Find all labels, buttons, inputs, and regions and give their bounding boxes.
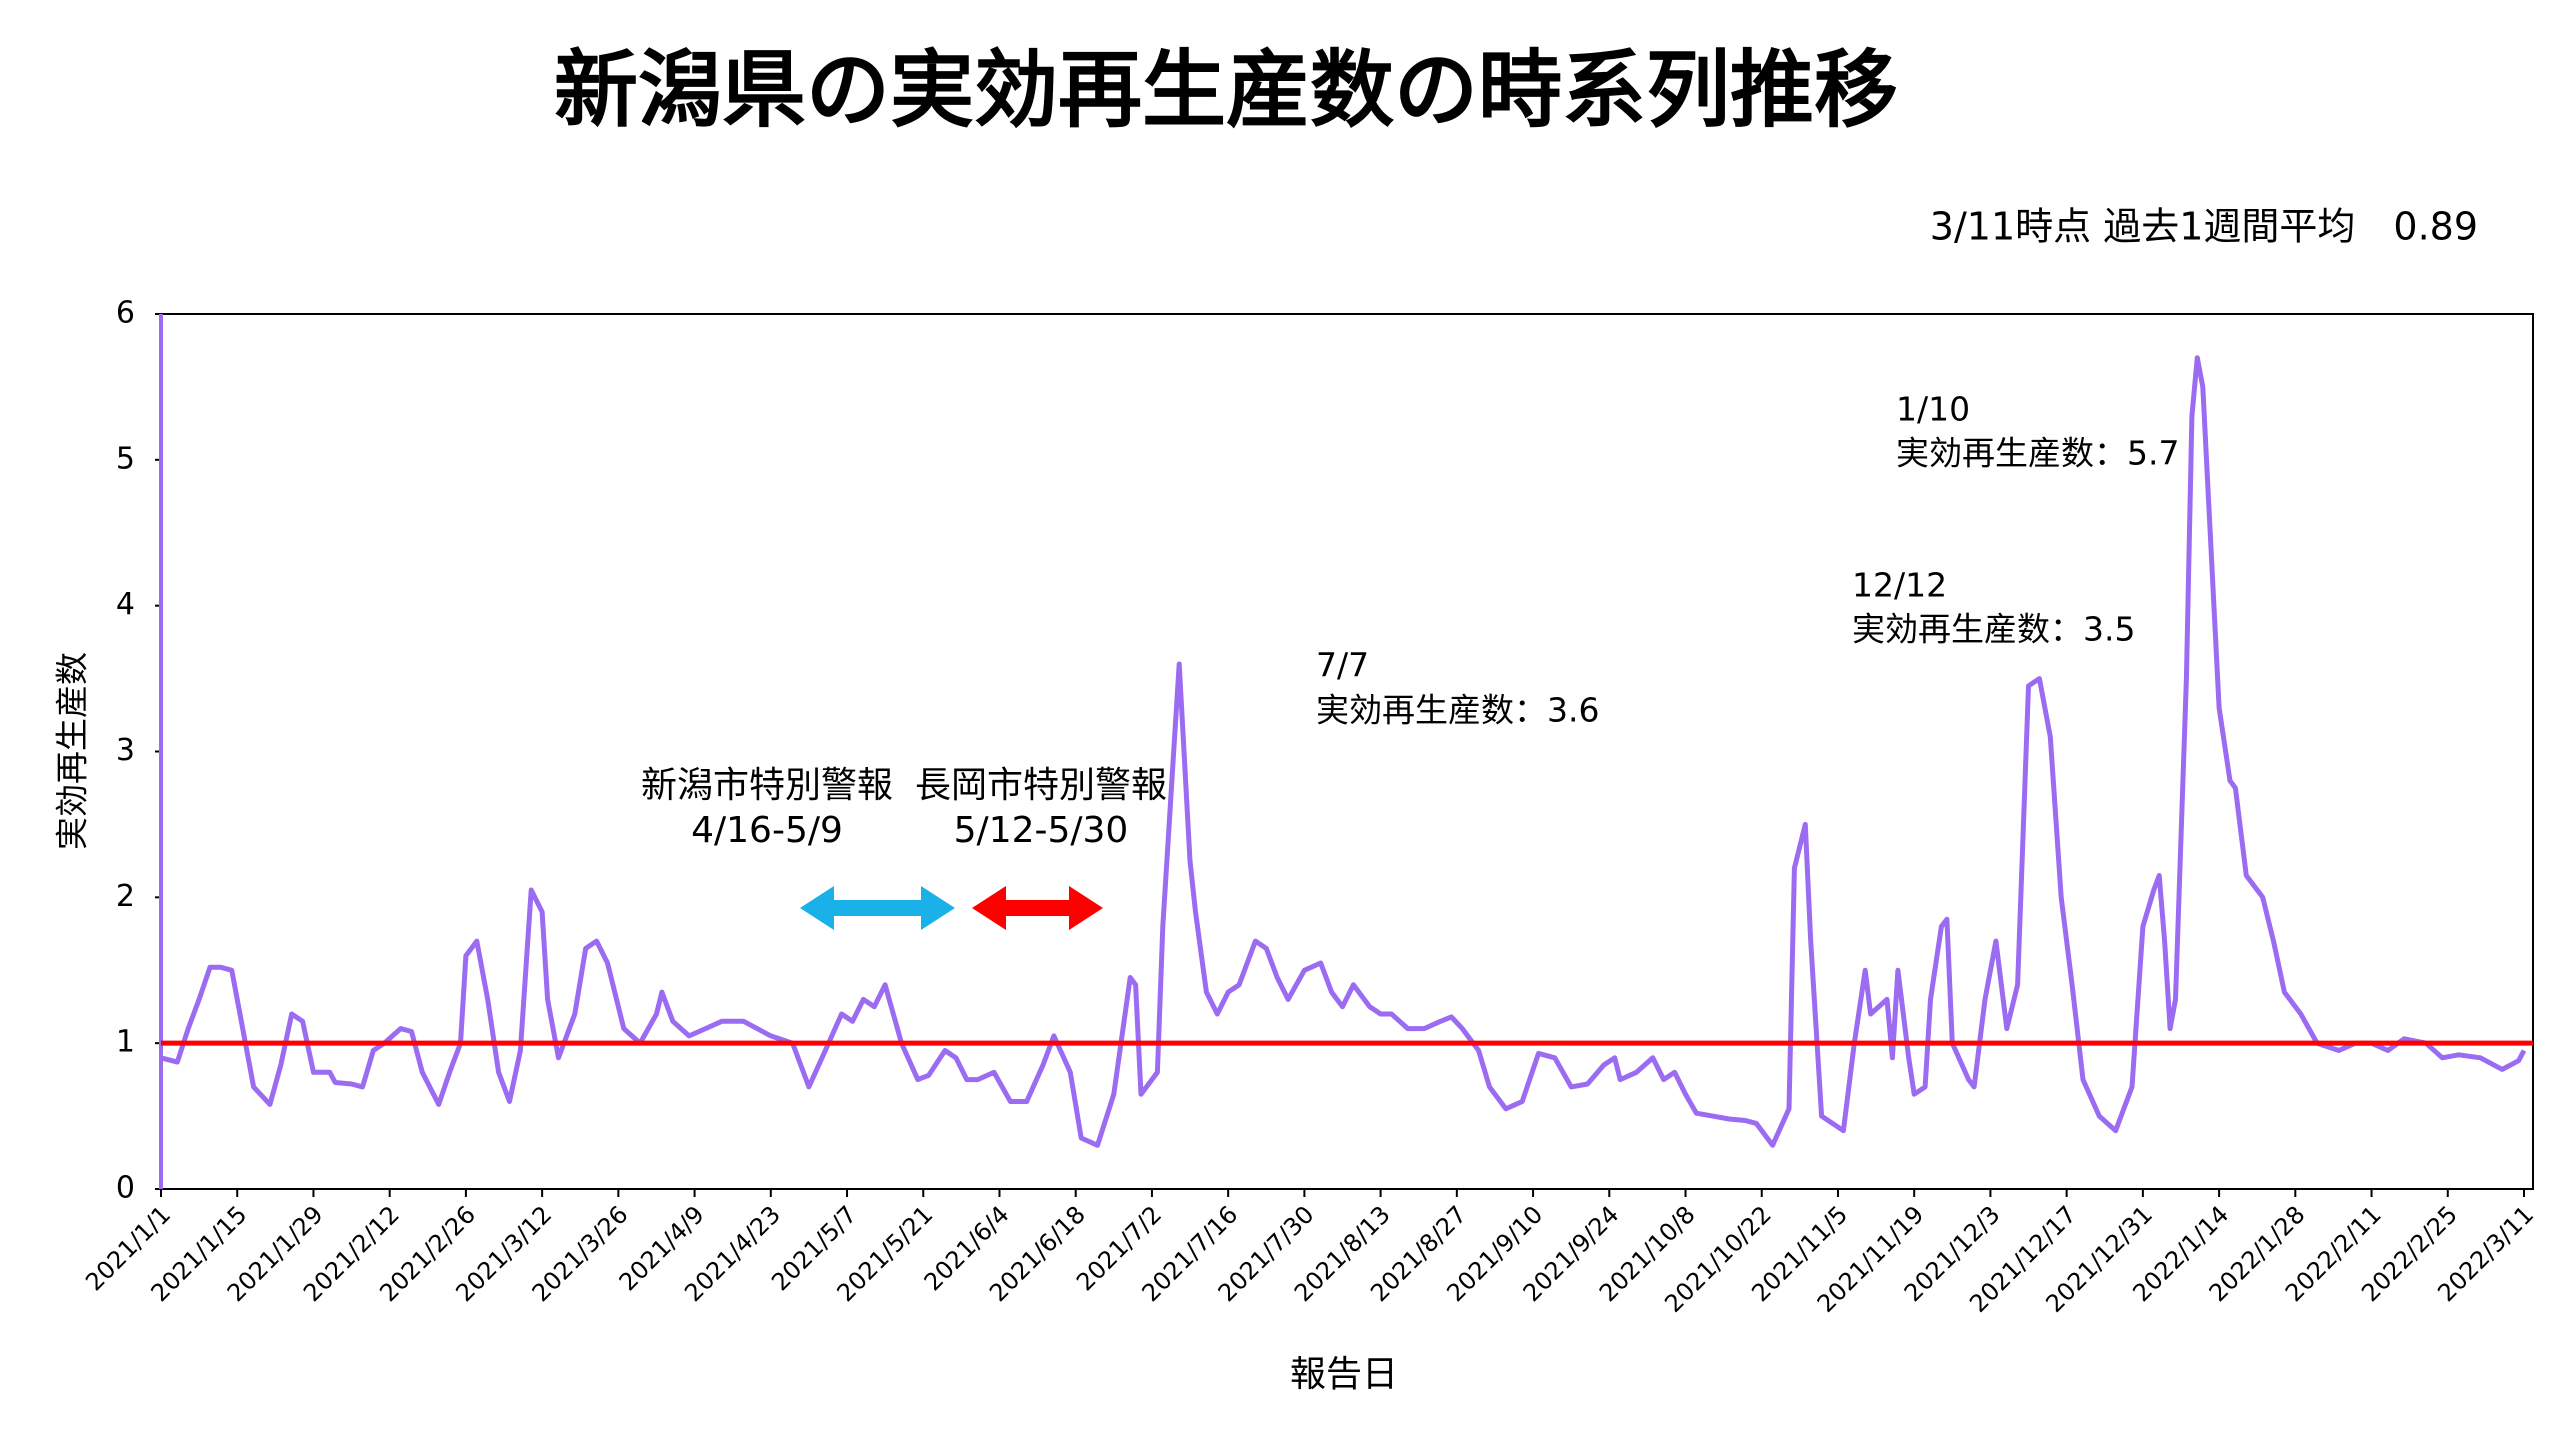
- period-arrow: [972, 886, 1103, 930]
- annotation: 新潟市特別警報: [641, 765, 893, 806]
- y-tick-label: 1: [116, 1025, 135, 1060]
- annotation: 実効再生産数：5.7: [1896, 434, 2179, 473]
- annotation: 長岡市特別警報: [915, 765, 1167, 806]
- y-tick-label: 6: [116, 296, 135, 331]
- x-axis-label: 報告日: [1290, 1354, 1398, 1395]
- data-line: [160, 355, 2527, 1148]
- annotation: 実効再生産数：3.6: [1316, 691, 1599, 730]
- y-tick-label: 0: [116, 1171, 135, 1206]
- y-tick-label: 3: [116, 733, 135, 768]
- y-tick-label: 5: [116, 441, 135, 476]
- annotation: 実効再生産数：3.5: [1852, 610, 2135, 649]
- y-axis-label: 実効再生産数: [53, 652, 92, 850]
- subtitle: 3/11時点 過去1週間平均 0.89: [1930, 205, 2478, 249]
- y-tick-label: 2: [116, 879, 135, 914]
- annotation: 7/7: [1316, 646, 1369, 685]
- annotation: 5/12-5/30: [954, 810, 1129, 851]
- chart-title: 新潟県の実効再生産数の時系列推移: [554, 41, 1898, 139]
- annotation: 4/16-5/9: [691, 810, 843, 851]
- annotation: 1/10: [1896, 390, 1970, 429]
- y-tick-label: 4: [116, 587, 135, 622]
- annotation: 12/12: [1852, 566, 1947, 605]
- period-arrow: [800, 886, 955, 930]
